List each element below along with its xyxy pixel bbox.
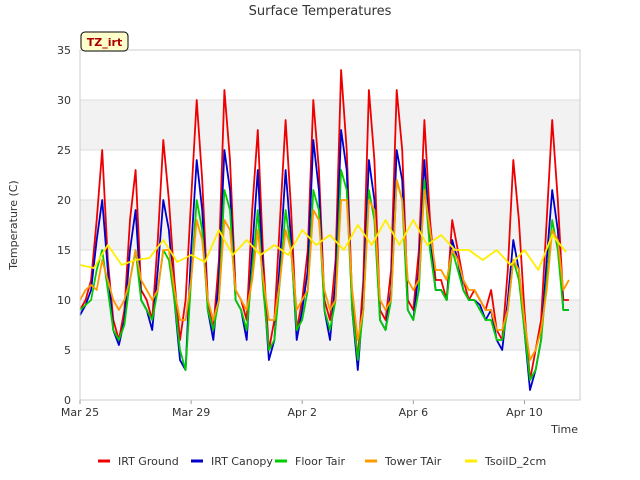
legend-label: Floor Tair xyxy=(295,455,346,468)
legend-label: IRT Canopy xyxy=(211,455,273,468)
y-tick-label: 0 xyxy=(64,394,71,407)
series-line-tower-tair xyxy=(79,179,570,361)
y-tick-label: 15 xyxy=(57,244,71,257)
y-axis-label: Temperature (C) xyxy=(7,180,20,270)
series-lines xyxy=(79,69,570,391)
x-tick-label: Apr 2 xyxy=(287,406,317,419)
y-tick-label: 35 xyxy=(57,44,71,57)
legend-label: Tower TAir xyxy=(384,455,442,468)
tz-badge-label: TZ_irt xyxy=(87,36,122,49)
legend: IRT Ground IRT Canopy Floor Tair Tower TAir… xyxy=(98,455,546,468)
x-tick-label: Mar 29 xyxy=(172,406,210,419)
y-tick-label: 25 xyxy=(57,144,71,157)
y-tick-label: 30 xyxy=(57,94,71,107)
x-tick-label: Apr 6 xyxy=(399,406,429,419)
y-tick-label: 20 xyxy=(57,194,71,207)
tz-badge: TZ_irt xyxy=(80,31,129,52)
plot-band xyxy=(80,200,580,250)
x-tick-label: Mar 25 xyxy=(61,406,99,419)
plot-band xyxy=(80,150,580,200)
x-tick-label: Apr 10 xyxy=(506,406,543,419)
x-axis-label: Time xyxy=(550,423,578,436)
plot-frame xyxy=(79,49,581,401)
y-ticks: 0 5 10 15 20 25 30 35 xyxy=(57,44,71,407)
x-ticks: Mar 25 Mar 29 Apr 2 Apr 6 Apr 10 xyxy=(61,400,543,419)
y-tick-label: 5 xyxy=(64,344,71,357)
legend-label: TsoilD_2cm xyxy=(484,455,546,468)
y-tick-label: 10 xyxy=(57,294,71,307)
plot-background xyxy=(80,50,580,400)
plot-band xyxy=(80,250,580,300)
plot-band xyxy=(80,100,580,150)
legend-label: IRT Ground xyxy=(118,455,179,468)
plot-band xyxy=(80,350,580,400)
series-line-tsoild-2cm xyxy=(79,219,567,271)
plot-band xyxy=(80,50,580,100)
chart-title: Surface Temperatures xyxy=(249,4,392,19)
